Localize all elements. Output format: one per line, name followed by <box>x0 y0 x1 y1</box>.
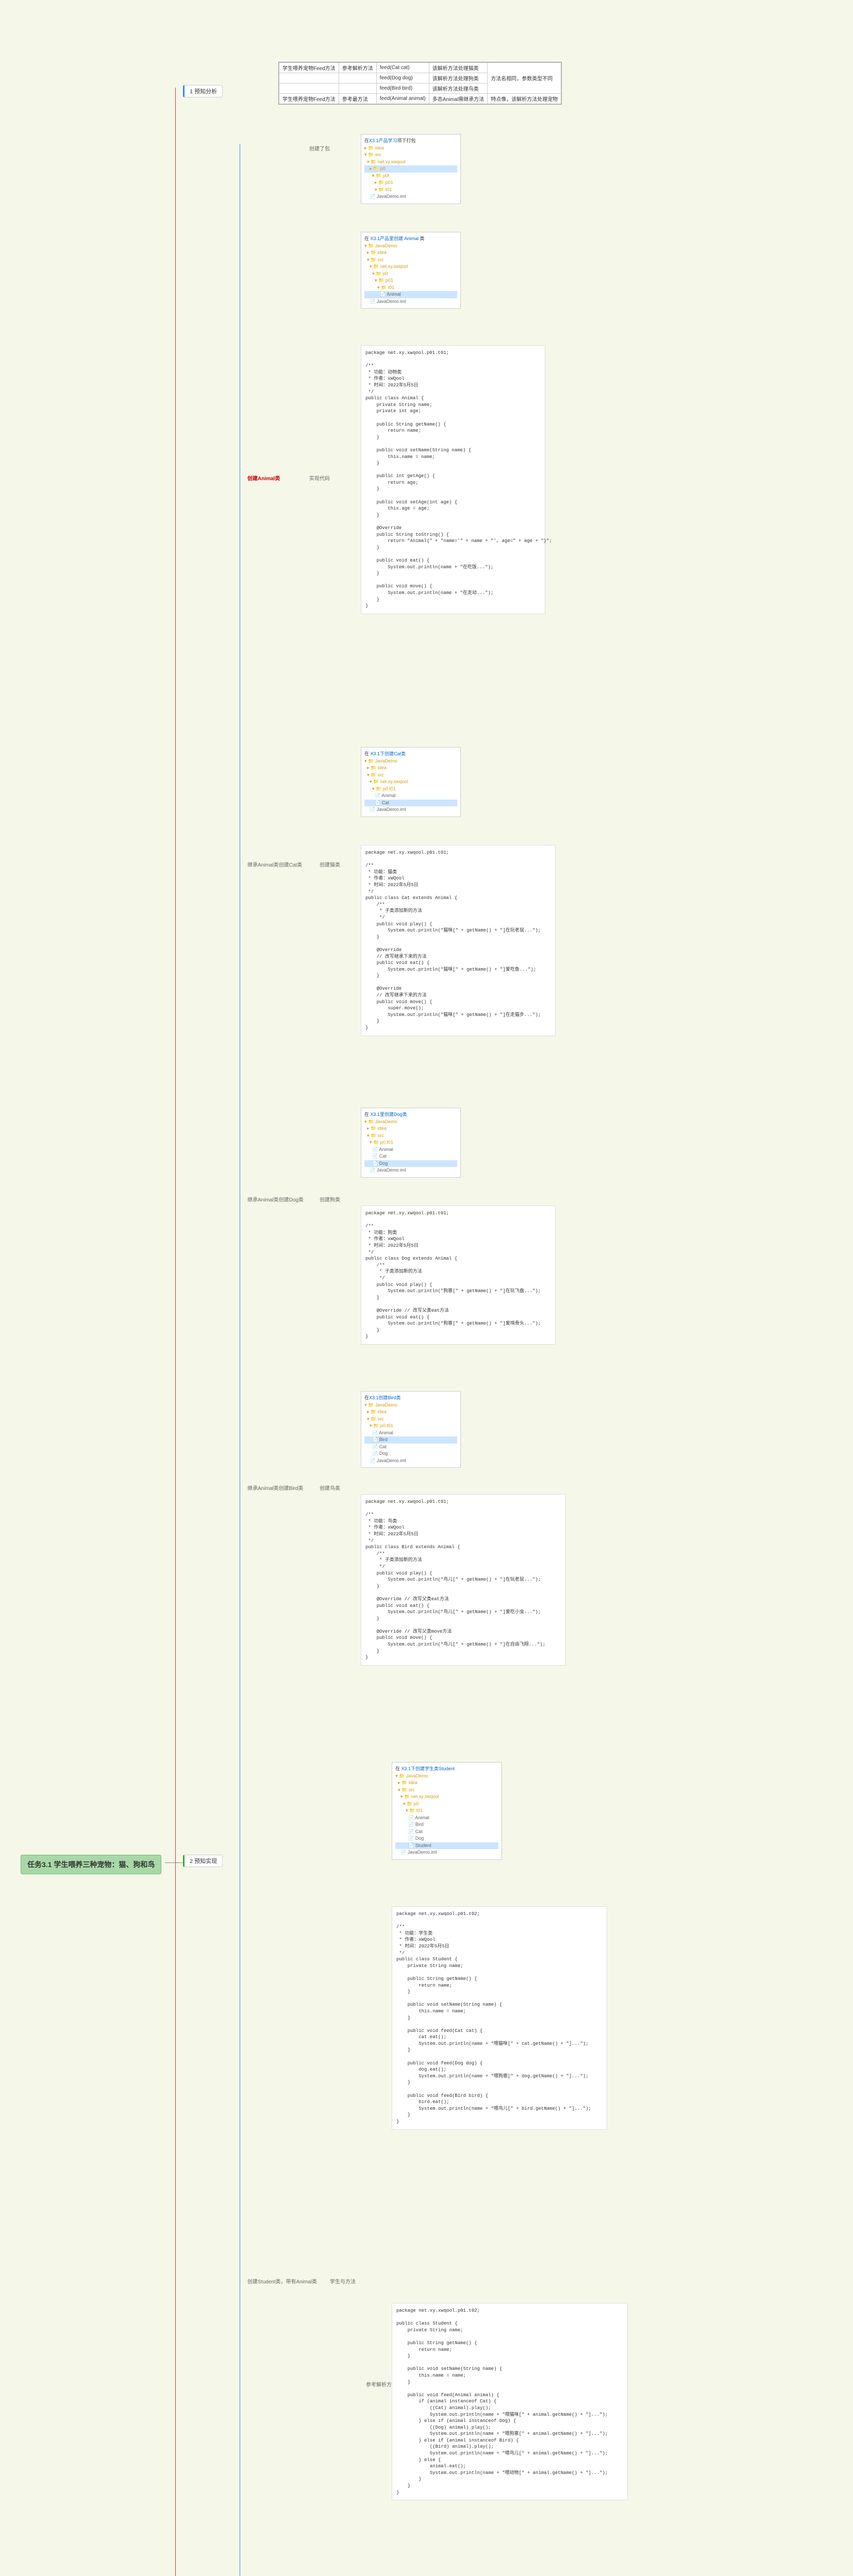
l1-label-1: 1 预知分析 <box>190 89 217 95</box>
animal-code-label: 实现代码 <box>309 474 330 482</box>
mindmap-container: 任务3.1 学生喂养三种宠物：猫、狗和鸟 1 预知分析 2 预知实现 3 知识要… <box>10 10 843 2576</box>
cat-code: package net.xy.xwqool.p01.t01; /** * 功能：… <box>361 845 556 1036</box>
l1-label-2: 2 预知实现 <box>190 1858 217 1865</box>
bird-tree: 在X3.1创建Bird类 ▾ 📁 JavaDemo ▸ 📁 idea ▾ 📁 s… <box>361 1391 461 1468</box>
student-code: package net.xy.xwqool.p01.t02; /** * 功能：… <box>392 1906 607 2130</box>
tree-label-1: 创建了包 <box>309 144 330 152</box>
sub-dog: 继承Animal类创建Dog类 <box>247 1195 304 1203</box>
dog-code: package net.xy.xwqool.p01.t01; /** * 功能：… <box>361 1206 556 1345</box>
sub-dog-sub: 创建狗类 <box>320 1195 340 1203</box>
sub-student-sub: 学生与方法 <box>330 2277 356 2285</box>
animal-code: package net.xy.xwqool.p01.t01; /** * 功能：… <box>361 345 545 614</box>
student-tree: 在 X3.1下创建学生类Student ▾ 📁 JavaDemo ▸ 📁 ide… <box>392 1762 502 1860</box>
package-tree-1: 在X3.1产品学习项下打包 ▸ 📁 idea ▾ 📁 src ▾ 📁 net.x… <box>361 134 461 204</box>
sub-cat: 继承Animal类创建Cat类 <box>247 860 302 868</box>
package-tree-2: 在 X3.1产品里创建 Animal 类 ▾ 📁 JavaDemo ▸ 📁 id… <box>361 232 461 309</box>
sub-cat-sub: 创建猫类 <box>320 860 340 868</box>
sub-bird: 继承Animal类创建Bird类 <box>247 1484 303 1492</box>
main-spine <box>175 88 176 2576</box>
dog-tree: 在 X3.1里创建Dog类 ▾ 📁 JavaDemo ▸ 📁 idea ▾ 📁 … <box>361 1108 461 1178</box>
sub-bird-sub: 创建鸟类 <box>320 1484 340 1492</box>
student-params-code: package net.xy.xwqool.p01.t02; public cl… <box>392 2303 628 2500</box>
analysis-table: 学生喂养宠物Feed方法参考解析方法feed(Cat cat)该解析方法处理猫类… <box>278 62 562 105</box>
cat-tree: 在 X3.1下创建Cat类 ▾ 📁 JavaDemo ▸ 📁 idea ▾ 📁 … <box>361 747 461 817</box>
root-connector <box>165 1862 183 1863</box>
bird-code: package net.xy.xwqool.p01.t01; /** * 功能：… <box>361 1494 566 1666</box>
root-node: 任务3.1 学生喂养三种宠物：猫、狗和鸟 <box>21 1855 161 1874</box>
sub-animal: 创建Animal类 <box>247 474 280 482</box>
root-title: 任务3.1 学生喂养三种宠物：猫、狗和鸟 <box>27 1860 155 1869</box>
node-analysis: 1 预知分析 <box>183 85 223 97</box>
sub-student: 创建Student类，带有Animal类 <box>247 2277 317 2285</box>
node-impl: 2 预知实现 <box>183 1855 223 1867</box>
